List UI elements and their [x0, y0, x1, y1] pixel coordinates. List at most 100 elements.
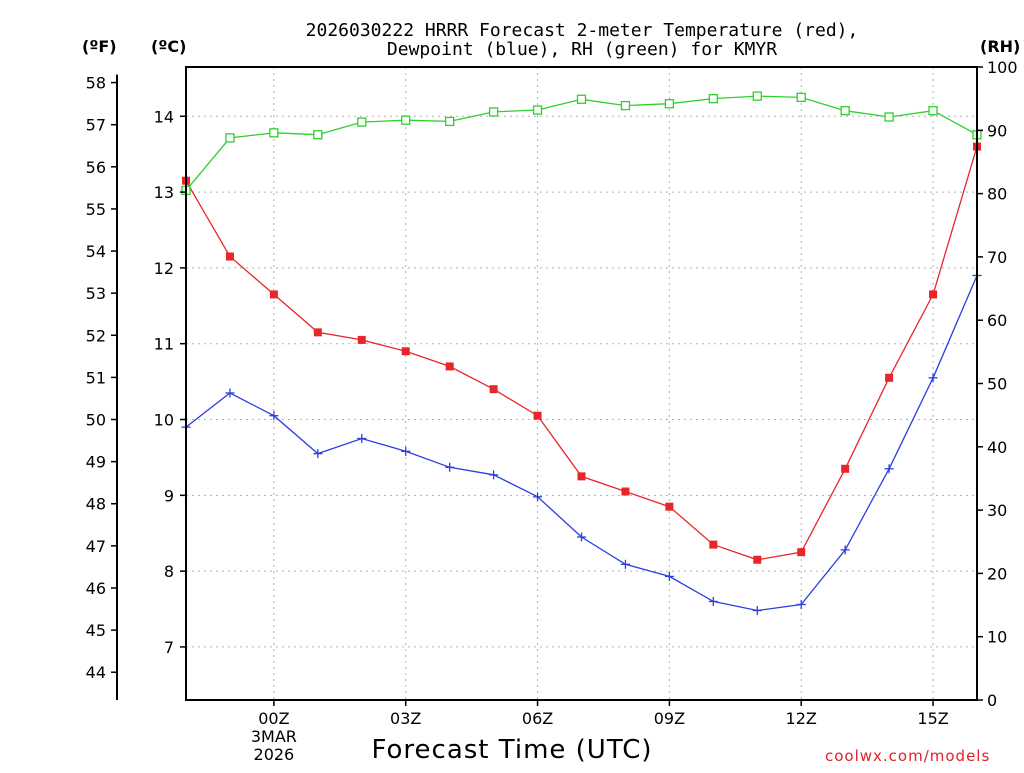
dewpoint-point [620, 559, 630, 569]
dewpoint-point [928, 373, 938, 383]
temperature-point [401, 347, 410, 356]
fahrenheit-tick-label: 57 [86, 116, 106, 135]
x-axis-title: Forecast Time (UTC) [371, 735, 652, 765]
temperature-point [753, 555, 762, 564]
fahrenheit-unit-label: (ºF) [82, 37, 117, 56]
fahrenheit-tick-label: 46 [86, 579, 106, 598]
rh-point [445, 116, 455, 127]
rh-tick-label: 90 [987, 121, 1007, 140]
x-tick-label: 15Z [917, 709, 948, 728]
rh-tick-label: 70 [987, 248, 1007, 267]
celsius-tick-label: 13 [154, 183, 174, 202]
rh-point [576, 94, 587, 104]
temperature-point [445, 362, 454, 371]
rh-tick-label: 80 [987, 185, 1007, 204]
celsius-tick-label: 10 [154, 411, 174, 430]
fahrenheit-tick-label: 48 [86, 495, 106, 514]
dewpoint-point [225, 388, 235, 398]
celsius-tick-label: 8 [164, 562, 174, 581]
dewpoint-point [884, 464, 894, 474]
rh-point [752, 91, 762, 101]
rh-point [357, 117, 367, 127]
x-tick-label: 12Z [786, 709, 817, 728]
temperature-point [929, 290, 938, 299]
temperature-point [313, 328, 322, 337]
celsius-tick-label: 12 [154, 259, 174, 278]
rh-point [884, 112, 894, 122]
axes-layer: 7 8 9 10 11 12 13 14 44 45 46 47 48 49 50 51 52 53 54 55 56 5… [86, 58, 1018, 764]
dewpoint-point [489, 470, 499, 480]
temperature-point [841, 464, 850, 473]
rh-point [313, 130, 323, 140]
x-tick-label: 06Z [522, 709, 553, 728]
celsius-tick-label: 14 [154, 107, 174, 126]
temperature-point [885, 373, 894, 382]
dewpoint-point [840, 545, 850, 555]
rh-point [488, 107, 499, 117]
rh-tick-label: 0 [987, 691, 997, 710]
temperature-point [797, 548, 806, 557]
dewpoint-point [269, 411, 279, 421]
rh-point [269, 128, 279, 138]
rh-tick-label: 60 [987, 311, 1007, 330]
rh-point [796, 92, 806, 103]
dewpoint-point [708, 596, 718, 606]
celsius-tick-label: 7 [164, 638, 174, 657]
fahrenheit-tick-label: 53 [86, 284, 106, 303]
fahrenheit-tick-label: 54 [86, 242, 106, 261]
rh-point [532, 105, 543, 115]
fahrenheit-tick-label: 58 [86, 74, 106, 93]
temperature-point [357, 335, 366, 344]
fahrenheit-tick-label: 47 [86, 537, 106, 556]
fahrenheit-tick-label: 52 [86, 326, 106, 345]
rh-line [185, 95, 978, 191]
dewpoint-point [752, 606, 762, 616]
temperature-point [269, 290, 278, 299]
dewpoint-point [445, 462, 455, 472]
fahrenheit-tick-label: 55 [86, 200, 106, 219]
temperature-point [533, 411, 542, 420]
x-tick-label: 00Z [258, 709, 289, 728]
fahrenheit-tick-label: 50 [86, 411, 106, 430]
rh-point [664, 99, 675, 109]
dewpoint-point [796, 599, 806, 609]
credit-text: coolwx.com/models [825, 747, 990, 765]
dewpoint-point [401, 446, 411, 456]
series-layer [181, 91, 982, 616]
rh-tick-label: 50 [987, 375, 1007, 394]
temperature-line [185, 146, 978, 561]
grid-layer [186, 67, 977, 700]
temperature-point [489, 385, 498, 394]
x-tick-year-label: 2026 [254, 745, 295, 764]
celsius-tick-label: 9 [164, 486, 174, 505]
rh-point [620, 100, 631, 111]
celsius-tick-label: 11 [154, 335, 174, 354]
rh-unit-label: (RH) [980, 37, 1020, 56]
x-tick-date-label: 3MAR [251, 727, 297, 746]
temperature-point [709, 540, 718, 549]
rh-point [401, 115, 411, 125]
chart-title-line2: Dewpoint (blue), RH (green) for KMYR [387, 39, 777, 60]
temperature-point [621, 487, 630, 496]
dewpoint-point [664, 571, 674, 581]
x-tick-label: 09Z [654, 709, 685, 728]
rh-point [928, 106, 938, 116]
rh-point [840, 106, 850, 116]
dewpoint-point [357, 433, 367, 443]
plot-frame [185, 66, 978, 701]
rh-tick-label: 30 [987, 501, 1007, 520]
rh-point [708, 94, 718, 104]
rh-tick-label: 100 [987, 58, 1018, 77]
fahrenheit-tick-label: 49 [86, 453, 106, 472]
rh-tick-label: 20 [987, 564, 1007, 583]
temperature-point [665, 502, 674, 511]
dewpoint-point [577, 532, 586, 542]
dewpoint-point [313, 449, 323, 459]
rh-point [225, 133, 235, 143]
fahrenheit-tick-label: 45 [86, 621, 106, 640]
rh-tick-label: 40 [987, 438, 1007, 457]
rh-tick-label: 10 [987, 628, 1007, 647]
chart-title-line1: 2026030222 HRRR Forecast 2-meter Tempera… [306, 20, 859, 41]
fahrenheit-tick-label: 44 [86, 663, 106, 682]
